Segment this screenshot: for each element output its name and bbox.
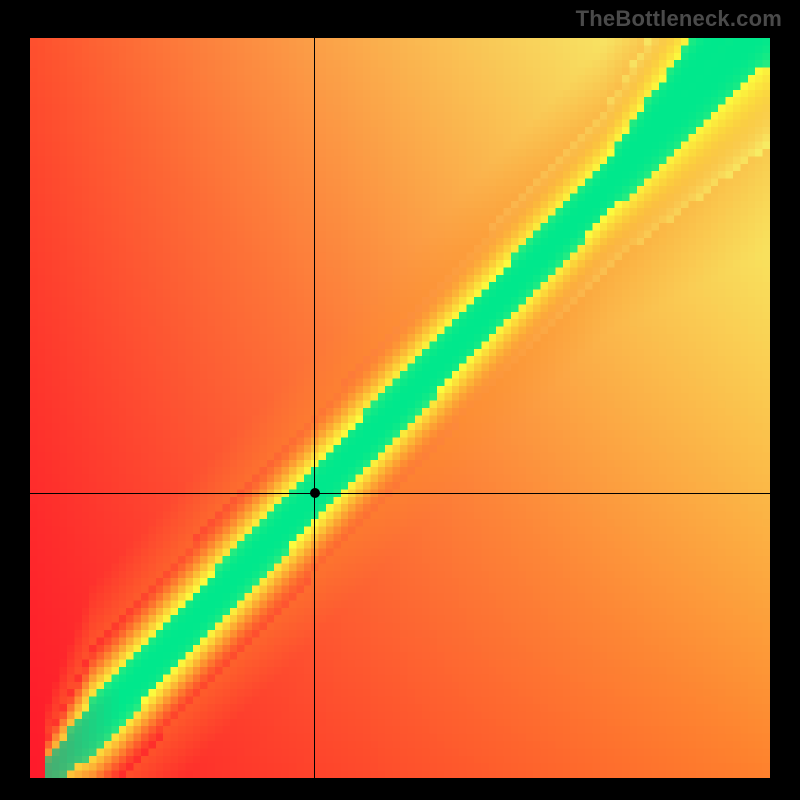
heatmap-plot: [30, 38, 770, 778]
chart-container: TheBottleneck.com: [0, 0, 800, 800]
crosshair-horizontal: [30, 493, 770, 494]
crosshair-marker: [310, 488, 320, 498]
crosshair-vertical: [314, 38, 315, 778]
watermark-text: TheBottleneck.com: [576, 6, 782, 32]
heatmap-canvas: [30, 38, 770, 778]
